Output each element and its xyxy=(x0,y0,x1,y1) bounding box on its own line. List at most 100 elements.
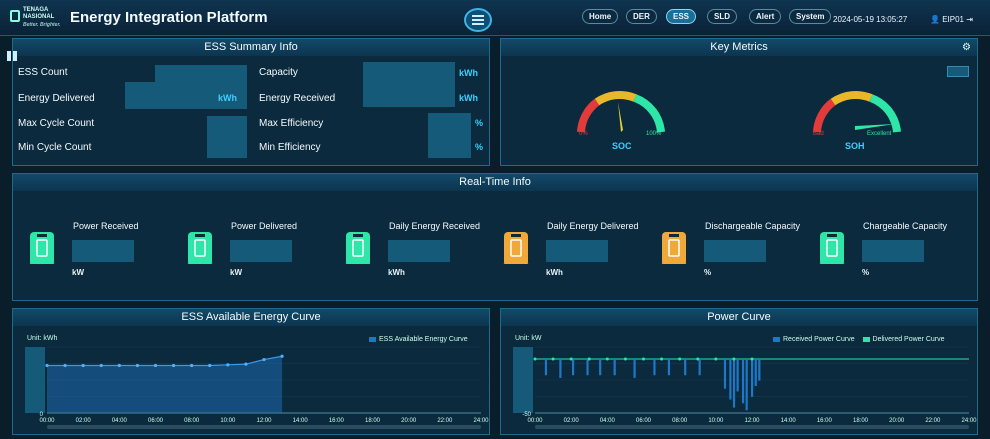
nav-system[interactable]: System xyxy=(789,9,832,24)
x-tick-label: 14:00 xyxy=(293,418,309,424)
x-tick-label: 16:00 xyxy=(329,418,345,424)
realtime-unit: kWh xyxy=(388,268,405,277)
energy-curve-chart: 000:00 02:00 04:00 06:00 08:00 10:00 12:00 14:0… xyxy=(25,346,489,429)
energy-point xyxy=(226,363,230,367)
max-eff-label: Max Efficiency xyxy=(259,118,324,129)
realtime-label: Daily Energy Delivered xyxy=(547,221,639,231)
user-name: EIP01 xyxy=(942,15,964,24)
realtime-label: Daily Energy Received xyxy=(389,221,481,231)
menu-icon xyxy=(472,15,484,25)
energy-point xyxy=(171,363,176,368)
x-tick-label: 14:00 xyxy=(781,418,797,424)
top-bar: TENAGA NASIONAL Better. Brighter. Energy… xyxy=(0,0,990,36)
key-metrics-panel: Key Metrics ⚙ 0% 100% SOC Bad Excellent … xyxy=(500,38,978,166)
energy-point xyxy=(81,363,85,368)
capacity-label: Capacity xyxy=(259,67,298,78)
received-dip xyxy=(684,359,687,376)
delivered-point xyxy=(714,357,718,361)
x-tick-label: 02:00 xyxy=(564,418,580,424)
delivered-point xyxy=(551,357,555,361)
x-tick-label: 24:00 xyxy=(961,418,977,424)
x-tick-label: 00:00 xyxy=(39,418,55,424)
x-tick-label: 18:00 xyxy=(365,418,381,424)
energy-point xyxy=(153,363,158,368)
energy-point xyxy=(262,357,266,362)
ess-summary-title: ESS Summary Info xyxy=(13,39,489,56)
energy-point xyxy=(135,363,140,368)
received-dip xyxy=(667,359,671,376)
power-curve-panel: Power Curve Unit: kW Received Power Curv… xyxy=(500,308,978,435)
energy-delivered-label: Energy Delivered xyxy=(18,93,95,104)
battery-icon xyxy=(503,232,529,264)
y-tick-label: 0 xyxy=(40,412,44,418)
min-eff-unit: % xyxy=(475,142,484,152)
settings-icon[interactable]: ⚙ xyxy=(962,42,971,53)
delivered-point xyxy=(533,357,537,361)
energy-curve-panel: ESS Available Energy Curve Unit: kWh ESS… xyxy=(12,308,490,435)
delivered-point xyxy=(660,357,664,361)
power-curve-unit: Unit: kW xyxy=(515,335,542,342)
delivered-point xyxy=(750,357,754,361)
x-tick-label: 12:00 xyxy=(744,418,760,424)
x-tick-label: 08:00 xyxy=(672,418,688,424)
realtime-label: Power Delivered xyxy=(231,221,298,231)
menu-button[interactable] xyxy=(464,8,492,32)
nav-der[interactable]: DER xyxy=(626,9,657,24)
eff-value xyxy=(428,113,471,158)
capacity-value xyxy=(363,62,455,107)
battery-icon xyxy=(661,232,687,264)
nav-alert[interactable]: Alert xyxy=(749,9,782,24)
received-dip xyxy=(754,359,757,386)
realtime-label: Dischargeable Capacity xyxy=(705,221,801,231)
ess-count-label: ESS Count xyxy=(18,67,68,78)
x-tick-label: 06:00 xyxy=(148,418,164,424)
logout-icon[interactable]: ⇥ xyxy=(966,15,973,24)
user-menu[interactable]: 👤 EIP01 ⇥ xyxy=(930,15,973,24)
energy-curve-title: ESS Available Energy Curve xyxy=(13,309,489,326)
delivered-point xyxy=(623,357,627,361)
key-metrics-title: Key Metrics xyxy=(501,39,977,56)
datetime: 2024-05-19 13:05:27 xyxy=(833,15,908,24)
nav-ess[interactable]: ESS xyxy=(666,9,697,24)
received-dip xyxy=(586,359,589,376)
received-dip xyxy=(745,359,748,411)
export-button[interactable] xyxy=(947,66,969,77)
received-dip xyxy=(729,359,732,400)
energy-area xyxy=(47,356,283,413)
energy-point xyxy=(45,363,49,368)
received-dip xyxy=(633,359,636,378)
energy-point xyxy=(63,363,67,368)
x-tick-label: 04:00 xyxy=(112,418,128,424)
y-axis-band xyxy=(25,347,45,413)
battery-icon xyxy=(345,232,371,264)
delivered-point xyxy=(569,357,573,361)
max-eff-unit: % xyxy=(475,118,484,128)
received-dip xyxy=(698,359,701,376)
received-dip xyxy=(559,359,562,378)
received-dip xyxy=(544,359,548,376)
received-dip xyxy=(571,359,575,376)
battery-icon xyxy=(187,232,213,264)
cycle-value xyxy=(207,116,247,158)
power-curve-title: Power Curve xyxy=(501,309,977,326)
realtime-value xyxy=(704,240,766,262)
max-cycle-label: Max Cycle Count xyxy=(18,118,95,129)
nav-sld[interactable]: SLD xyxy=(707,9,737,24)
x-tick-label: 22:00 xyxy=(925,418,941,424)
logo: TENAGA NASIONAL Better. Brighter. xyxy=(10,7,66,29)
y-axis-band xyxy=(513,347,533,413)
x-tick-label: 02:00 xyxy=(76,418,92,424)
soh-gauge xyxy=(813,90,901,133)
realtime-panel: Real-Time Info Power Received kW Power De… xyxy=(12,173,978,301)
received-dip xyxy=(723,359,727,389)
soh-max-label: Excellent xyxy=(867,131,892,137)
soh-label: SOH xyxy=(845,141,865,151)
grid-icon[interactable] xyxy=(7,51,17,61)
x-tick-label: 20:00 xyxy=(401,418,417,424)
x-tick-label: 08:00 xyxy=(184,418,200,424)
realtime-title: Real-Time Info xyxy=(13,174,977,191)
nav-home[interactable]: Home xyxy=(582,9,619,24)
energy-point xyxy=(244,362,248,366)
battery-icon xyxy=(819,232,845,264)
delivered-point xyxy=(605,357,609,361)
